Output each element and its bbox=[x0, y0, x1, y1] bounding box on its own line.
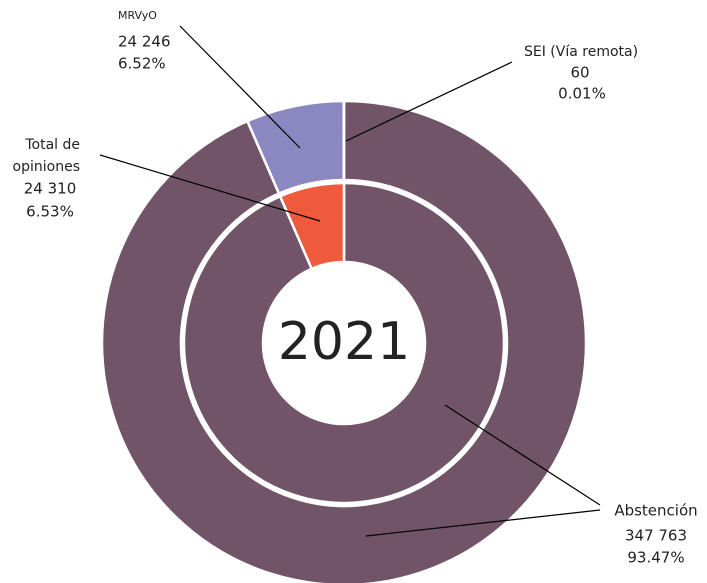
donut-slice bbox=[100, 99, 588, 583]
rings bbox=[100, 99, 588, 583]
leader-line bbox=[345, 61, 513, 142]
leader-line bbox=[179, 25, 301, 149]
share-label: 93.47% bbox=[627, 549, 684, 567]
center-hole bbox=[263, 262, 425, 424]
leader-line bbox=[444, 404, 601, 506]
leader-line bbox=[365, 509, 601, 537]
share-label: 0.01% bbox=[558, 85, 606, 103]
value-label: 24 246 bbox=[118, 33, 171, 51]
leader-line bbox=[99, 154, 321, 222]
category-label: SEI (Vía remota) bbox=[524, 44, 638, 60]
value-label: 60 bbox=[570, 64, 589, 82]
donut-slice bbox=[278, 181, 346, 271]
value-label: 347 763 bbox=[625, 527, 687, 545]
share-label: 6.53% bbox=[26, 203, 74, 221]
value-label: 24 310 bbox=[24, 180, 77, 198]
category-label: Total de opiniones bbox=[13, 137, 80, 175]
category-label: Abstención bbox=[614, 502, 697, 520]
center-title: 2021 bbox=[278, 312, 410, 372]
share-label: 6.52% bbox=[118, 55, 166, 73]
category-label: MRVyO bbox=[118, 9, 157, 22]
